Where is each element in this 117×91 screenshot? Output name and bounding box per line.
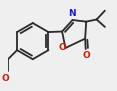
Text: N: N: [68, 9, 76, 18]
Text: O: O: [1, 74, 9, 83]
Text: O: O: [82, 52, 90, 61]
Text: O: O: [58, 43, 66, 52]
